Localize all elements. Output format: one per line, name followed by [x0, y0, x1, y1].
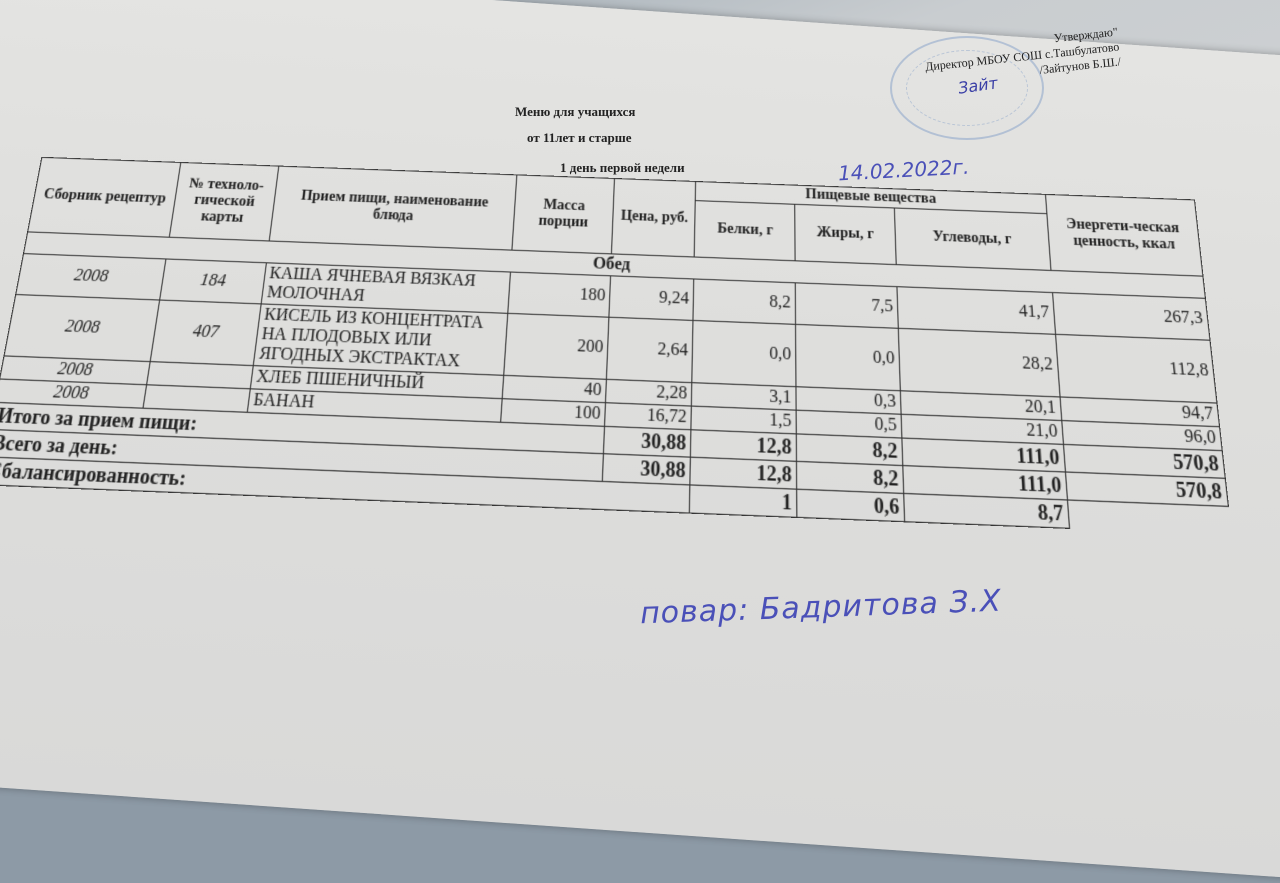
carbs-cell: 41,7 — [897, 287, 1055, 335]
total-proteins: 12,8 — [691, 430, 797, 462]
total-price: 30,88 — [604, 426, 691, 457]
energy-cell: 267,3 — [1053, 293, 1210, 341]
price-cell: 2,64 — [607, 317, 693, 382]
header-collection: Сборник рецептур — [28, 157, 181, 237]
total-fats: 8,2 — [797, 434, 903, 466]
fats-cell: 0,0 — [796, 324, 901, 390]
header-mass: Масса порции — [511, 175, 614, 254]
card-cell: 184 — [159, 259, 266, 304]
collection-cell: 2008 — [4, 295, 159, 362]
proteins-cell: 0,0 — [692, 320, 796, 386]
title-line3: 1 день первой недели — [560, 160, 685, 176]
balance-fats: 0,6 — [797, 489, 905, 522]
dish-cell: КИСЕЛЬ ИЗ КОНЦЕНТРАТА НА ПЛОДОВЫХ ИЛИ ЯГ… — [253, 304, 507, 375]
total-price: 30,88 — [603, 454, 691, 485]
collection-cell: 2008 — [16, 254, 166, 300]
price-cell: 2,28 — [606, 379, 692, 406]
header-proteins: Белки, г — [695, 201, 796, 261]
handwritten-date: 14.02.2022г. — [837, 155, 969, 186]
empty-cell — [1068, 500, 1232, 535]
menu-table: Сборник рецептур № техноло-гической карт… — [0, 157, 1232, 536]
document: Утверждаю" Директор МБОУ СОШ с.Ташбулато… — [0, 0, 1280, 720]
title-line2: от 11лет и старше — [527, 130, 631, 146]
header-price: Цена, руб. — [612, 178, 696, 257]
price-cell: 16,72 — [605, 403, 692, 430]
header-fats: Жиры, г — [795, 204, 896, 264]
balance-carbs: 8,7 — [904, 493, 1070, 528]
card-cell: 407 — [150, 300, 261, 366]
mass-cell: 200 — [503, 313, 609, 379]
mass-cell: 180 — [507, 272, 611, 317]
balance-proteins: 1 — [690, 485, 797, 517]
energy-cell: 112,8 — [1056, 334, 1217, 403]
fats-cell: 7,5 — [796, 283, 899, 328]
header-meal: Прием пищи, наименование блюда — [269, 166, 516, 250]
cook-note: повар: Бадритова З.Х — [639, 584, 1002, 632]
total-fats: 8,2 — [797, 461, 904, 493]
proteins-cell: 8,2 — [693, 279, 795, 324]
title-line1: Меню для учащихся — [515, 104, 635, 120]
header-carbs: Углеводы, г — [895, 208, 1051, 270]
price-cell: 9,24 — [609, 276, 694, 321]
header-tech-card: № техноло-гической карты — [169, 162, 278, 241]
header-energy: Энергети-ческая ценность, ккал — [1046, 194, 1203, 276]
carbs-cell: 28,2 — [899, 328, 1061, 397]
total-proteins: 12,8 — [690, 457, 797, 489]
menu-table-wrapper: Сборник рецептур № техноло-гической карт… — [0, 157, 1232, 536]
